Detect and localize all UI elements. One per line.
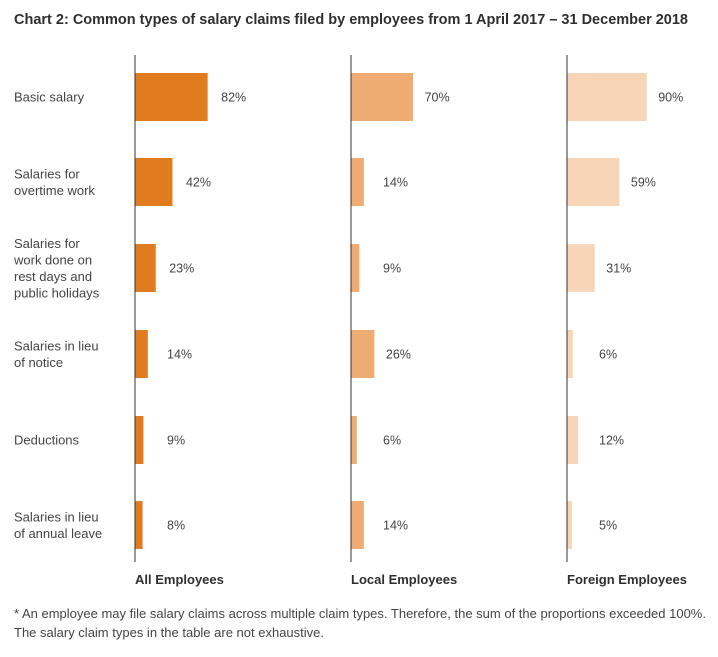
value-label: 59% xyxy=(631,176,656,190)
category-label: Salaries for work done on rest days and pub… xyxy=(13,236,100,301)
bar xyxy=(351,416,357,464)
bar xyxy=(567,73,647,121)
bar xyxy=(351,501,364,549)
bar xyxy=(351,330,375,378)
value-label: 90% xyxy=(658,91,683,105)
value-label: 6% xyxy=(383,434,401,448)
value-label: 70% xyxy=(425,91,450,105)
series-label: All Employees xyxy=(135,572,224,587)
panel-local-employees: 70% 14% 9% 26% 6% 14% Local Employees xyxy=(350,55,457,587)
bar xyxy=(135,158,173,206)
bar xyxy=(351,73,414,121)
chart-panels: 82% 42% 23% 14% 9% 8% All Employees 70% 14% 9% 26%… xyxy=(134,55,687,587)
value-label: 14% xyxy=(383,176,408,190)
bar xyxy=(351,158,364,206)
bar xyxy=(135,244,156,292)
bar xyxy=(135,416,144,464)
bar xyxy=(135,73,208,121)
value-label: 42% xyxy=(186,176,211,190)
panel-all-employees: 82% 42% 23% 14% 9% 8% All Employees xyxy=(134,55,246,587)
chart-area: Basic salary Salaries for overtime work Sal… xyxy=(13,55,687,587)
series-label: Local Employees xyxy=(351,572,457,587)
value-label: 14% xyxy=(383,519,408,533)
value-label: 26% xyxy=(386,348,411,362)
category-label: Salaries in lieu of annual leave xyxy=(14,509,102,541)
value-label: 23% xyxy=(169,262,194,276)
category-label: Salaries in lieu of notice xyxy=(14,338,99,370)
category-label: Deductions xyxy=(14,433,80,448)
value-label: 8% xyxy=(167,519,185,533)
bar xyxy=(135,501,143,549)
value-label: 14% xyxy=(167,348,192,362)
value-label: 6% xyxy=(599,348,617,362)
bar xyxy=(567,244,595,292)
category-labels: Basic salary Salaries for overtime work Sal… xyxy=(13,90,102,541)
value-label: 9% xyxy=(383,262,401,276)
bar xyxy=(567,501,572,549)
footnote: * An employee may file salary claims acr… xyxy=(14,606,706,640)
value-label: 5% xyxy=(599,519,617,533)
value-label: 12% xyxy=(599,434,624,448)
panel-foreign-employees: 90% 59% 31% 6% 12% 5% Foreign Employees xyxy=(566,55,687,587)
bar xyxy=(567,330,573,378)
category-label: Salaries for overtime work xyxy=(14,166,95,198)
bar xyxy=(567,416,579,464)
chart-title: Chart 2: Common types of salary claims f… xyxy=(14,12,688,28)
bar xyxy=(351,244,360,292)
series-label: Foreign Employees xyxy=(567,572,687,587)
category-label: Basic salary xyxy=(14,90,85,105)
value-label: 9% xyxy=(167,434,185,448)
bar xyxy=(135,330,148,378)
bar xyxy=(567,158,620,206)
value-label: 31% xyxy=(606,262,631,276)
value-label: 82% xyxy=(221,91,246,105)
